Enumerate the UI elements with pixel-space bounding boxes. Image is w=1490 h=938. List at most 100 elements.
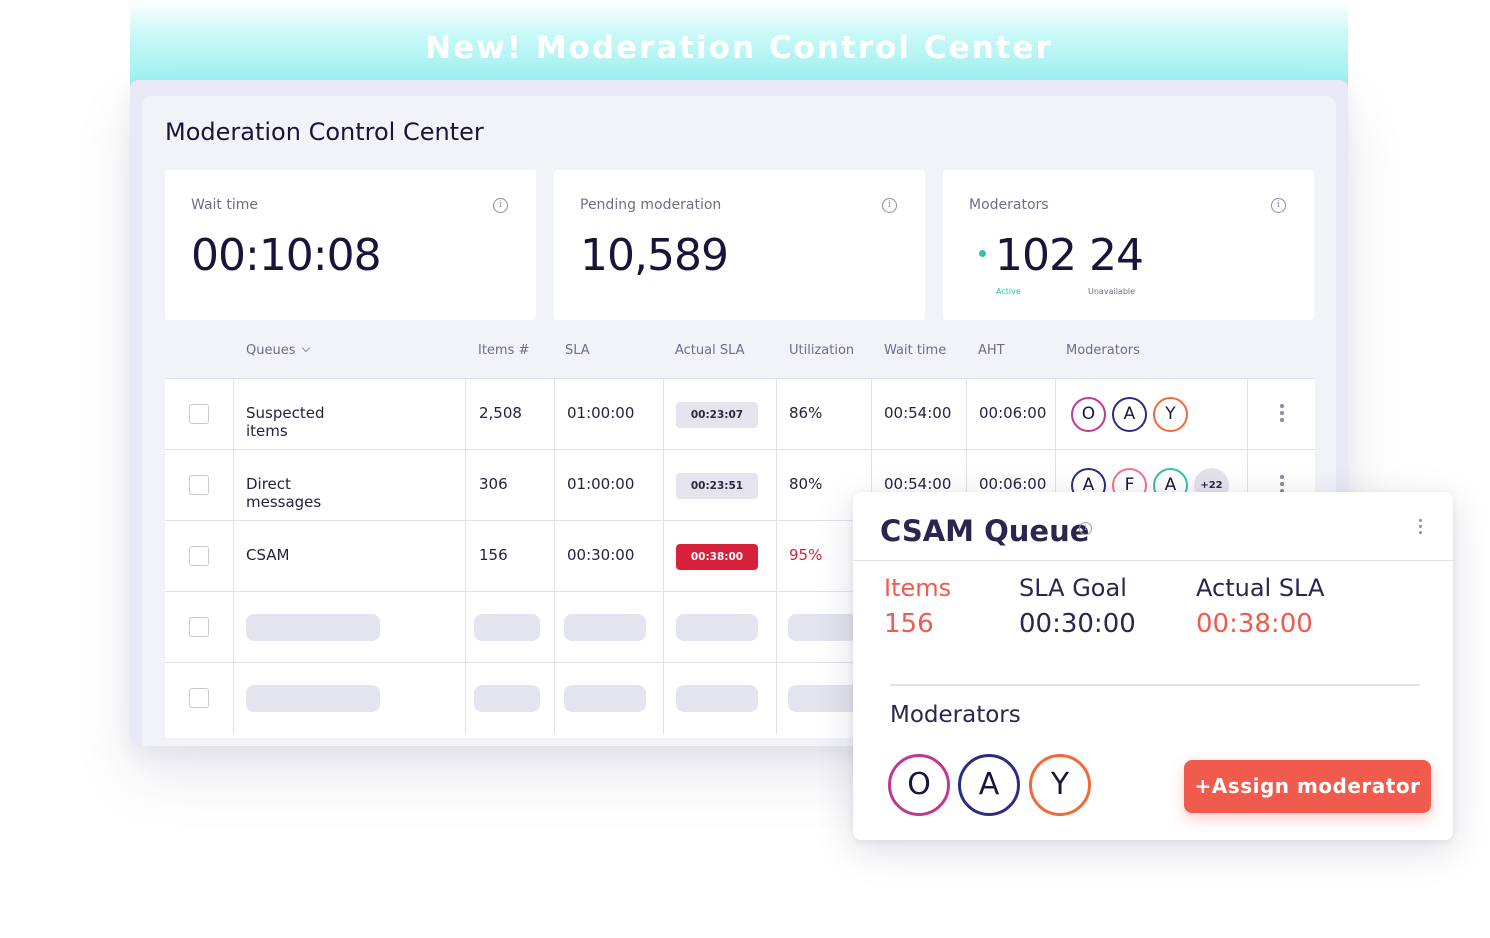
utilization-cell — [776, 592, 870, 663]
pending-moderation-card: Pending moderation i 10,589 — [554, 170, 925, 320]
items-cell — [465, 663, 540, 734]
sla-goal-label: SLA Goal — [1019, 574, 1127, 602]
moderators-cell: O A Y — [1055, 379, 1247, 450]
info-icon[interactable]: i — [1079, 522, 1092, 535]
unavailable-moderators-label: Unavailable — [1088, 287, 1136, 296]
moderator-avatar[interactable]: Y — [1153, 397, 1188, 432]
loading-placeholder — [676, 685, 758, 712]
queue-name: Direct messages — [246, 475, 322, 511]
moderators-card: Moderators i 102 Active 24 Unavailable — [943, 170, 1314, 320]
row-checkbox[interactable] — [189, 688, 209, 708]
info-icon[interactable]: i — [493, 198, 508, 213]
moderators-label: Moderators — [969, 197, 1049, 213]
wait-time-cell: 00:54:00 — [871, 379, 951, 450]
row-checkbox[interactable] — [189, 475, 209, 495]
items-column-header[interactable]: Items # — [478, 343, 530, 358]
divider — [890, 684, 1420, 686]
more-options-icon[interactable] — [1280, 475, 1284, 495]
table-row[interactable]: Suspected items 2,508 01:00:00 00:23:07 … — [165, 379, 1315, 450]
row-checkbox[interactable] — [189, 546, 209, 566]
table-row[interactable]: CSAM 156 00:30:00 00:38:00 95% — [165, 521, 1315, 592]
sla-cell — [554, 663, 646, 734]
utilization-cell: 86% — [776, 379, 822, 450]
moderator-avatar[interactable]: O — [1071, 397, 1106, 432]
moderators-label: Moderators — [890, 702, 1021, 728]
wait-time-value: 00:54:00 — [884, 404, 952, 422]
wait-time-value: 00:54:00 — [884, 475, 952, 493]
moderator-avatar[interactable]: Y — [1029, 754, 1091, 816]
aht-value: 00:06:00 — [979, 475, 1047, 493]
moderator-avatar[interactable]: A — [958, 754, 1020, 816]
items-value: 156 — [884, 609, 934, 639]
items-cell — [465, 592, 540, 663]
actions-cell — [1247, 450, 1315, 521]
table-row — [165, 592, 1315, 663]
actual-sla-cell: 00:23:07 — [663, 379, 758, 450]
utilization-cell: 80% — [776, 450, 822, 521]
loading-placeholder — [564, 685, 646, 712]
popup-title: CSAM Queue — [880, 514, 1090, 548]
actual-sla-cell — [663, 663, 758, 734]
actual-sla-column-header[interactable]: Actual SLA — [675, 343, 745, 358]
banner-title: New! Moderation Control Center — [425, 30, 1053, 66]
active-moderators-label: Active — [996, 287, 1021, 296]
items-count: 306 — [479, 475, 508, 493]
loading-placeholder — [564, 614, 646, 641]
items-cell: 306 — [465, 450, 508, 521]
loading-placeholder — [246, 685, 380, 712]
more-options-icon[interactable] — [1280, 404, 1284, 424]
items-count: 156 — [479, 546, 508, 564]
items-label: Items — [884, 574, 952, 602]
moderators-column-header[interactable]: Moderators — [1066, 343, 1140, 358]
actual-sla-badge: 00:23:51 — [676, 473, 758, 499]
sla-value: 00:30:00 — [567, 546, 635, 564]
assign-moderator-button[interactable]: +Assign moderator — [1184, 760, 1431, 813]
actual-sla-cell: 00:38:00 — [663, 521, 758, 592]
csam-queue-popup: CSAM Queue i Items 156 SLA Goal 00:30:00… — [853, 492, 1453, 840]
sla-column-header[interactable]: SLA — [565, 343, 590, 358]
queue-name: CSAM — [246, 546, 290, 564]
loading-placeholder — [246, 614, 380, 641]
active-moderators-value: 102 — [995, 230, 1077, 281]
queue-cell — [233, 592, 380, 663]
moderator-avatar[interactable]: A — [1112, 397, 1147, 432]
queue-cell: CSAM — [233, 521, 289, 592]
moderator-avatar[interactable]: O — [888, 754, 950, 816]
queue-cell: Suspected items — [233, 379, 324, 450]
more-options-icon[interactable] — [1419, 519, 1422, 537]
sla-goal-value: 00:30:00 — [1019, 609, 1136, 639]
queue-name: Suspected items — [246, 404, 325, 440]
unavailable-moderators-value: 24 — [1089, 230, 1144, 281]
sla-value: 01:00:00 — [567, 404, 635, 422]
queue-cell — [233, 663, 380, 734]
items-cell: 156 — [465, 521, 508, 592]
items-count: 2,508 — [479, 404, 522, 422]
row-checkbox[interactable] — [189, 404, 209, 424]
info-icon[interactable]: i — [1271, 198, 1286, 213]
wait-time-value: 00:10:08 — [191, 230, 382, 281]
table-header: Queues Items # SLA Actual SLA Utilizatio… — [165, 328, 1315, 378]
aht-column-header[interactable]: AHT — [978, 343, 1005, 358]
sla-cell: 01:00:00 — [554, 379, 634, 450]
loading-placeholder — [474, 685, 540, 712]
actual-sla-badge: 00:23:07 — [676, 402, 758, 428]
divider — [853, 560, 1453, 561]
app-window: Moderation Control Center Wait time i 00… — [130, 80, 1348, 746]
info-icon[interactable]: i — [882, 198, 897, 213]
utilization-cell — [776, 663, 870, 734]
utilization-value: 86% — [789, 404, 823, 422]
wait-time-cell: 00:54:00 — [871, 450, 951, 521]
queues-column-header[interactable]: Queues — [246, 343, 311, 358]
utilization-column-header[interactable]: Utilization — [789, 343, 855, 358]
actions-cell — [1247, 379, 1315, 450]
queue-cell: Direct messages — [233, 450, 321, 521]
chevron-down-icon — [302, 343, 311, 353]
items-cell: 2,508 — [465, 379, 522, 450]
sla-cell: 01:00:00 — [554, 450, 634, 521]
wait-time-column-header[interactable]: Wait time — [884, 343, 947, 358]
row-checkbox[interactable] — [189, 617, 209, 637]
utilization-value: 80% — [789, 475, 823, 493]
aht-cell: 00:06:00 — [966, 379, 1046, 450]
active-status-dot — [979, 250, 986, 257]
pending-moderation-label: Pending moderation — [580, 197, 722, 213]
